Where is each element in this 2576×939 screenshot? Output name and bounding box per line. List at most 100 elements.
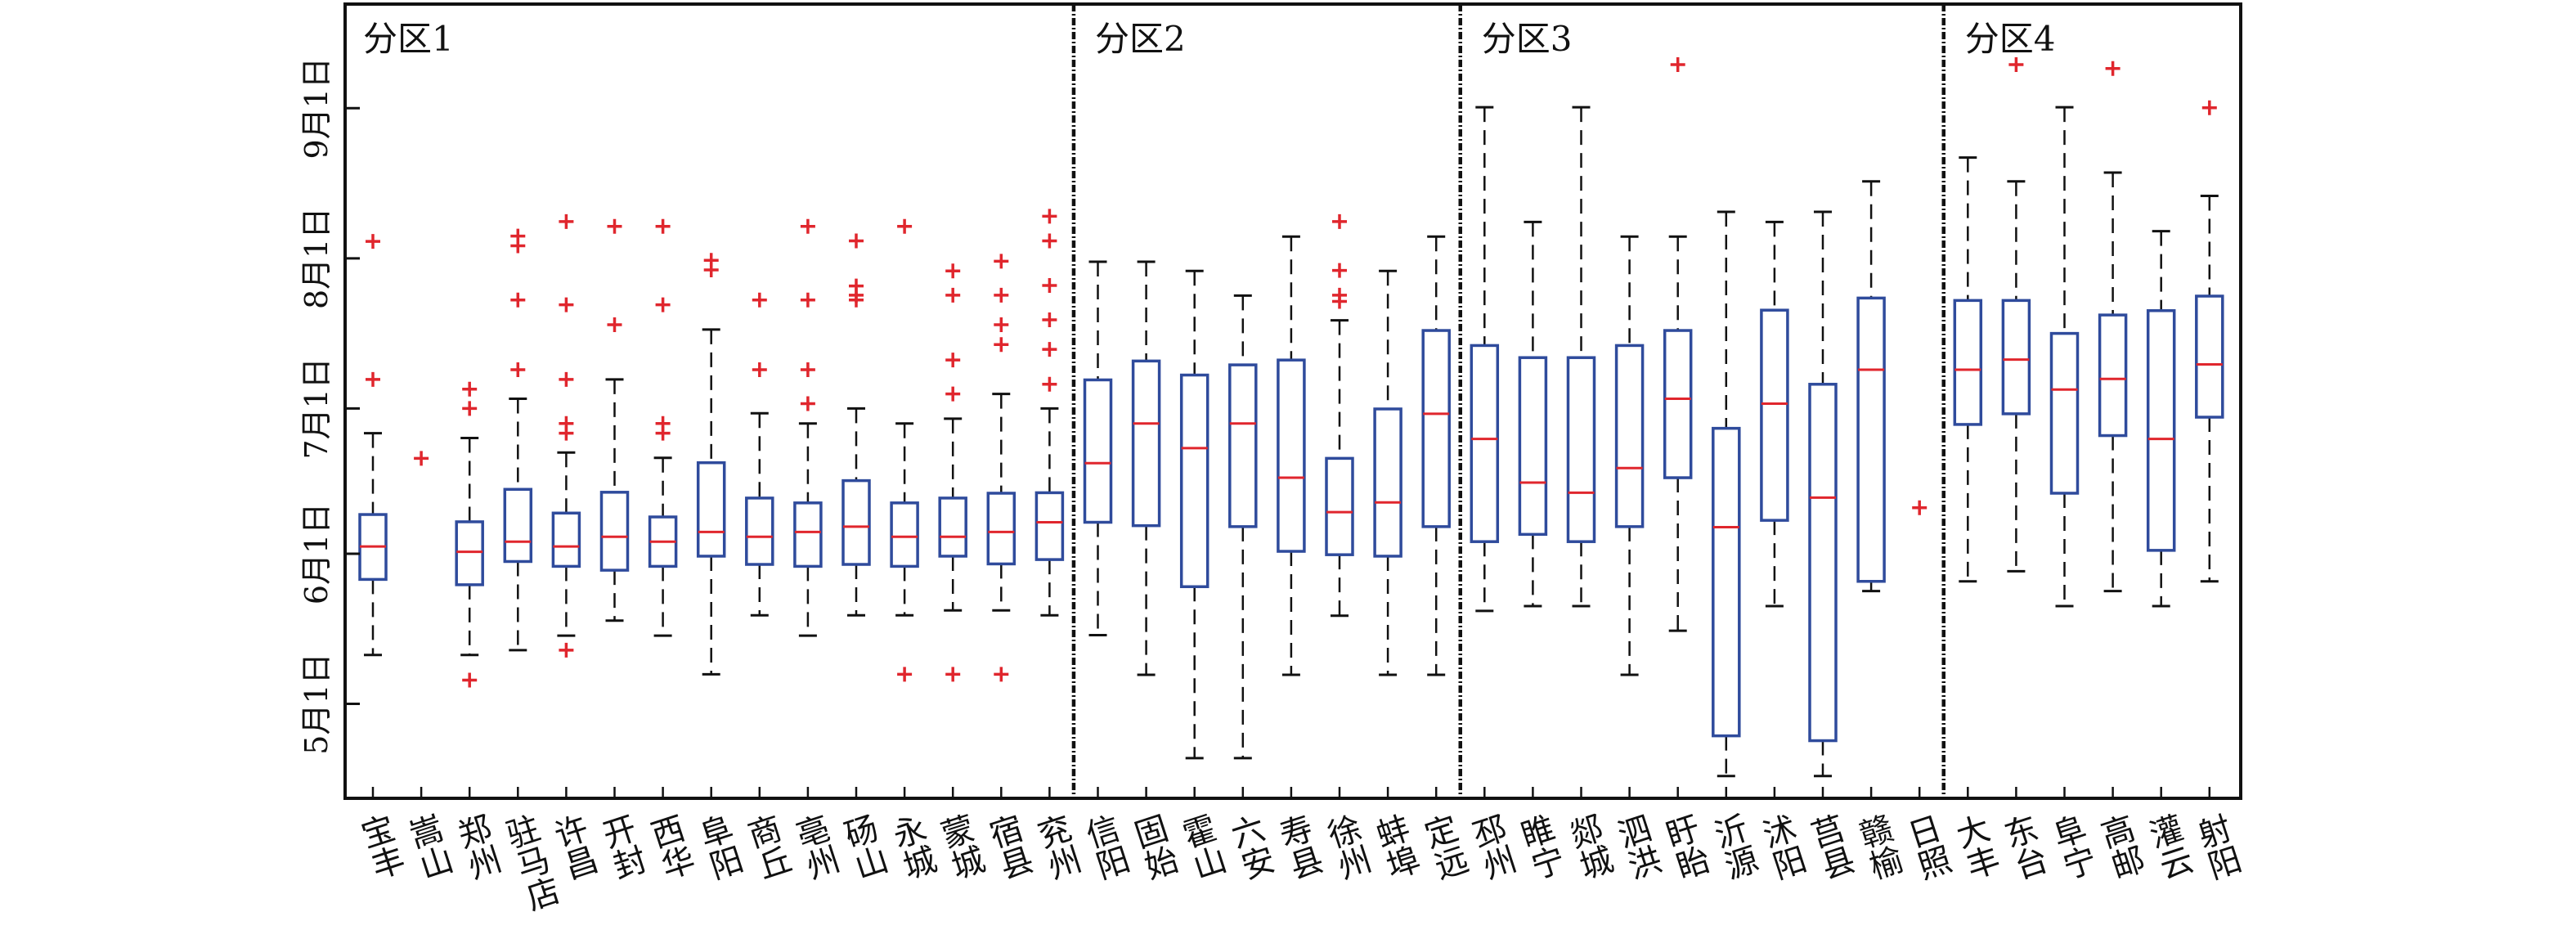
box-5 xyxy=(551,213,581,658)
box-35 xyxy=(2001,57,2031,573)
outlier-marker xyxy=(1912,500,1928,515)
box-24 xyxy=(1470,106,1500,613)
zone-label: 分区3 xyxy=(1482,19,1573,59)
iqr-box xyxy=(1663,329,1693,479)
iqr-box xyxy=(1566,356,1596,543)
box-31 xyxy=(1808,210,1838,778)
box-27 xyxy=(1614,235,1645,676)
iqr-box xyxy=(1760,308,1789,522)
x-tick-label: 射阳 xyxy=(2188,811,2244,884)
iqr-box xyxy=(1034,491,1065,561)
box-33 xyxy=(1912,500,1928,515)
outlier-marker xyxy=(655,425,671,441)
outlier-marker xyxy=(655,297,671,312)
zone-label: 分区4 xyxy=(1965,19,2056,59)
box-1 xyxy=(358,234,388,657)
iqr-box xyxy=(1421,329,1451,528)
iqr-box xyxy=(2146,309,2176,552)
box-34 xyxy=(1953,156,1983,583)
outlier-marker xyxy=(607,317,622,332)
box-21 xyxy=(1325,213,1354,618)
iqr-box xyxy=(793,501,823,568)
box-20 xyxy=(1277,235,1306,676)
box-15 xyxy=(1034,209,1065,617)
outlier-marker xyxy=(366,371,380,387)
outlier-marker xyxy=(1042,233,1057,249)
iqr-box xyxy=(1277,358,1306,553)
y-tick-label: 7月1日 xyxy=(298,357,334,459)
iqr-box xyxy=(841,478,871,566)
outlier-marker xyxy=(945,386,961,402)
iqr-box xyxy=(1808,383,1838,743)
outlier-marker xyxy=(752,292,767,308)
iqr-box xyxy=(1856,296,1886,583)
iqr-box xyxy=(1470,344,1500,543)
iqr-box xyxy=(2049,331,2080,495)
y-tick-label: 5月1日 xyxy=(298,653,334,754)
outlier-marker xyxy=(849,292,864,308)
outlier-marker xyxy=(1042,376,1057,392)
box-9 xyxy=(745,292,774,617)
y-tick-label: 6月1日 xyxy=(298,503,334,604)
outlier-marker xyxy=(559,642,574,658)
outlier-marker xyxy=(945,287,961,303)
iqr-box xyxy=(1953,299,1983,426)
outlier-marker xyxy=(994,287,1009,303)
outlier-marker xyxy=(994,254,1009,269)
iqr-box xyxy=(1518,356,1548,537)
y-axis: 5月1日 6月1日 7月1日 8月1日 9月1日 xyxy=(298,57,360,755)
outlier-marker xyxy=(1042,277,1057,293)
outlier-marker xyxy=(1332,213,1347,229)
outlier-marker xyxy=(800,292,815,308)
outlier-marker xyxy=(1042,312,1057,328)
outlier-marker xyxy=(414,451,429,466)
box-2 xyxy=(414,451,429,466)
outlier-marker xyxy=(800,396,815,411)
box-30 xyxy=(1760,220,1789,608)
plot-marks xyxy=(358,57,2224,778)
plot-frame xyxy=(343,2,2242,800)
outlier-marker xyxy=(945,353,961,368)
outlier-marker xyxy=(2105,61,2120,76)
iqr-box xyxy=(2098,313,2128,438)
box-36 xyxy=(2049,106,2080,608)
outlier-marker xyxy=(994,337,1009,353)
iqr-box xyxy=(696,461,726,558)
box-19 xyxy=(1228,294,1258,760)
box-4 xyxy=(503,228,533,652)
outlier-marker xyxy=(2201,100,2217,115)
outlier-marker xyxy=(945,667,961,682)
iqr-box xyxy=(503,487,533,564)
box-17 xyxy=(1131,260,1161,676)
box-28 xyxy=(1663,57,1693,632)
outlier-marker xyxy=(994,667,1009,682)
y-tick-label: 9月1日 xyxy=(298,57,334,159)
iqr-box xyxy=(1614,344,1645,528)
outlier-marker xyxy=(994,317,1009,332)
outlier-marker xyxy=(607,218,622,234)
outlier-marker xyxy=(800,362,815,378)
box-14 xyxy=(986,254,1016,682)
box-3 xyxy=(455,381,484,688)
iqr-box xyxy=(1325,456,1354,556)
outlier-marker xyxy=(366,234,380,249)
outlier-marker xyxy=(510,292,526,308)
outlier-marker xyxy=(559,297,574,312)
outlier-marker xyxy=(559,371,574,387)
iqr-box xyxy=(745,496,774,566)
outlier-marker xyxy=(462,381,478,397)
box-8 xyxy=(696,253,726,676)
y-tick-label: 8月1日 xyxy=(298,208,334,309)
iqr-box xyxy=(1083,378,1113,524)
iqr-box xyxy=(1179,373,1209,589)
box-18 xyxy=(1179,269,1209,760)
box-25 xyxy=(1518,220,1548,608)
iqr-box xyxy=(2195,294,2224,419)
box-13 xyxy=(938,263,967,682)
iqr-box xyxy=(2001,299,2031,416)
box-38 xyxy=(2146,230,2176,608)
outlier-marker xyxy=(462,672,478,688)
box-7 xyxy=(648,218,678,637)
box-39 xyxy=(2195,100,2224,583)
